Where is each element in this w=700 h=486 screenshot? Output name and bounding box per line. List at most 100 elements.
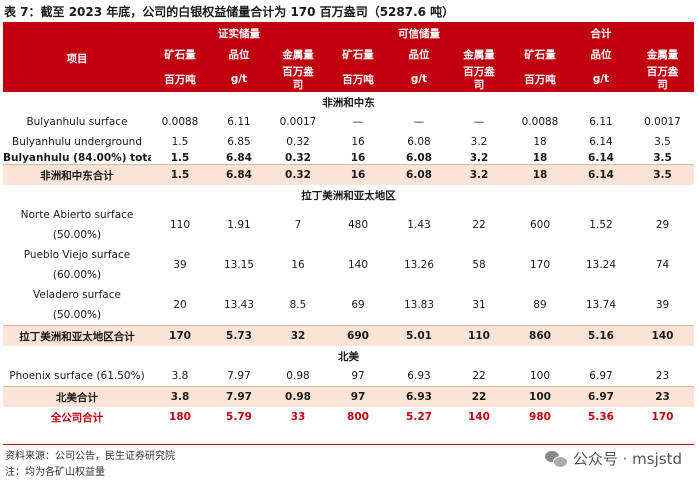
reserves-table: 项目 证实储量 可信储量 合计 矿石量 品位 金属量 矿石量 品位 金属量 矿石…: [3, 24, 694, 427]
table-cell: 100: [529, 370, 551, 382]
table-cell: 31: [472, 299, 486, 311]
table-cell: 23: [655, 370, 670, 382]
table-cell: 3.5: [631, 164, 694, 185]
table-cell: 6.93: [407, 370, 431, 382]
header-col-l1: 矿石量: [524, 48, 556, 61]
table-cell: 3.2: [469, 152, 489, 164]
header-col-l1: 金属量: [646, 48, 679, 61]
table-cell: 22: [449, 386, 509, 407]
table-cell: 6.14: [571, 164, 631, 185]
header-col-l2: 百万吨: [342, 73, 374, 86]
table-cell: 5.16: [571, 325, 631, 346]
table-cell: 3.5: [653, 152, 672, 164]
table-cell: 16: [351, 136, 365, 148]
table-cell: 1.52: [589, 219, 613, 231]
table-cell: 6.11: [589, 116, 613, 128]
table-row: Pueblo Viejo surface (60.00%) 39 13.15 16 140…: [3, 245, 694, 285]
header-col-l3-text: 司: [292, 79, 304, 91]
table-body: 非洲和中东 Bulyanhulu surface 0.0088 6.11 0.0017 —…: [3, 92, 694, 427]
table-cell: 170: [651, 411, 674, 423]
row-label-line: (50.00%): [52, 229, 102, 241]
table-cell: 13.74: [585, 299, 617, 311]
subtotal-row: 拉丁美洲和亚太地区合计 170 5.73 32 690 5.01 110 860 5.16 140: [3, 325, 694, 346]
table-cell: 6.85: [227, 136, 251, 148]
table-cell: —: [352, 116, 364, 128]
table-cell: 3.2: [470, 136, 488, 148]
row-label: Bulyanhulu underground: [11, 136, 142, 148]
row-label: 拉丁美洲和亚太地区: [301, 189, 396, 202]
table-cell: 100: [509, 386, 571, 407]
wechat-icon: [544, 450, 568, 468]
table-cell: 180: [169, 411, 191, 423]
subtotal-row: 非洲和中东合计 1.5 6.84 0.32 16 6.08 3.2 18 6.14 3.5: [3, 164, 694, 185]
section-row: 非洲和中东: [3, 92, 694, 112]
table-cell: 0.0088: [521, 116, 559, 128]
table-row: Bulyanhulu surface 0.0088 6.11 0.0017 — — — 0.0…: [3, 112, 694, 132]
header-col-l1: 金属量: [282, 48, 314, 61]
table-cell: 6.14: [589, 136, 613, 148]
header-col-l2: 百万吨: [524, 73, 556, 86]
header-col-l2-text: 百万盎: [463, 66, 495, 78]
row-label: Pueblo Viejo surface (60.00%): [3, 245, 151, 285]
table-cell: 3.8: [151, 386, 209, 407]
table-cell: 23: [631, 386, 694, 407]
table-cell: 800: [347, 411, 369, 423]
row-label: 全公司合计: [50, 411, 104, 424]
table-cell: 8.5: [289, 299, 307, 311]
table-cell: 29: [655, 219, 670, 231]
table-cell: 32: [269, 325, 327, 346]
row-label: Veladero surface (50.00%): [3, 285, 151, 326]
table-cell: 16: [350, 152, 366, 164]
table-cell: 18: [532, 152, 548, 164]
header-group-total: 合计: [590, 27, 612, 40]
table-cell: —: [413, 116, 425, 128]
title-divider: [3, 22, 694, 24]
table-cell: 690: [327, 325, 389, 346]
bottom-divider: [3, 444, 694, 445]
table-cell: 0.0017: [279, 116, 317, 128]
table-cell: 6.84: [226, 152, 252, 164]
table-cell: 16: [291, 259, 305, 271]
table-cell: 13.43: [223, 299, 255, 311]
table-cell: 5.79: [226, 411, 252, 423]
row-label: 非洲和中东合计: [3, 164, 151, 185]
table-cell: 140: [468, 411, 490, 423]
table-cell: 0.32: [286, 136, 310, 148]
footnote: 注：均为各矿山权益量: [5, 467, 105, 478]
source-note: 资料来源：公司公告，民生证券研究院: [5, 451, 175, 462]
table-cell: 39: [655, 299, 670, 311]
table-cell: 1.43: [407, 219, 431, 231]
table-cell: 6.11: [227, 116, 251, 128]
header-col-l3-text: 司: [657, 79, 668, 91]
table-cell: 6.97: [589, 370, 613, 382]
row-label: Bulyanhulu surface: [26, 116, 128, 128]
table-cell: 6.84: [209, 164, 269, 185]
header-item: 项目: [66, 52, 88, 65]
table-cell: 140: [347, 259, 369, 271]
table-cell: 980: [529, 411, 551, 423]
table-cell: 3.5: [654, 136, 671, 148]
table-cell: 0.0017: [644, 116, 681, 128]
table-header: 项目 证实储量 可信储量 合计 矿石量 品位 金属量 矿石量 品位 金属量 矿石…: [3, 24, 694, 92]
row-label-line: Norte Abierto surface: [20, 209, 134, 221]
table-cell: 170: [151, 325, 209, 346]
table-cell: 110: [449, 325, 509, 346]
row-label-line: (60.00%): [52, 269, 102, 281]
table-cell: 0.32: [285, 152, 311, 164]
header-col-l3-text: 司: [473, 79, 485, 91]
table-cell: 3.2: [449, 164, 509, 185]
table-cell: 0.32: [269, 164, 327, 185]
table-cell: 7.97: [227, 370, 251, 382]
table-cell: 20: [173, 299, 187, 311]
table-cell: 1.5: [171, 136, 189, 148]
table-row: Veladero surface (50.00%) 20 13.43 8.5 69 13.8…: [3, 285, 694, 326]
table-cell: 13.15: [223, 259, 255, 271]
table-cell: 6.08: [407, 136, 431, 148]
table-cell: 1.5: [151, 164, 209, 185]
header-col-l2-text: 百万盎: [646, 66, 679, 78]
table-cell: 22: [472, 370, 486, 382]
header-col-l2: 百万盎 司: [631, 66, 694, 92]
table-cell: 6.08: [406, 152, 432, 164]
header-col-l1: 品位: [590, 48, 612, 61]
table-cell: 5.36: [588, 411, 614, 423]
